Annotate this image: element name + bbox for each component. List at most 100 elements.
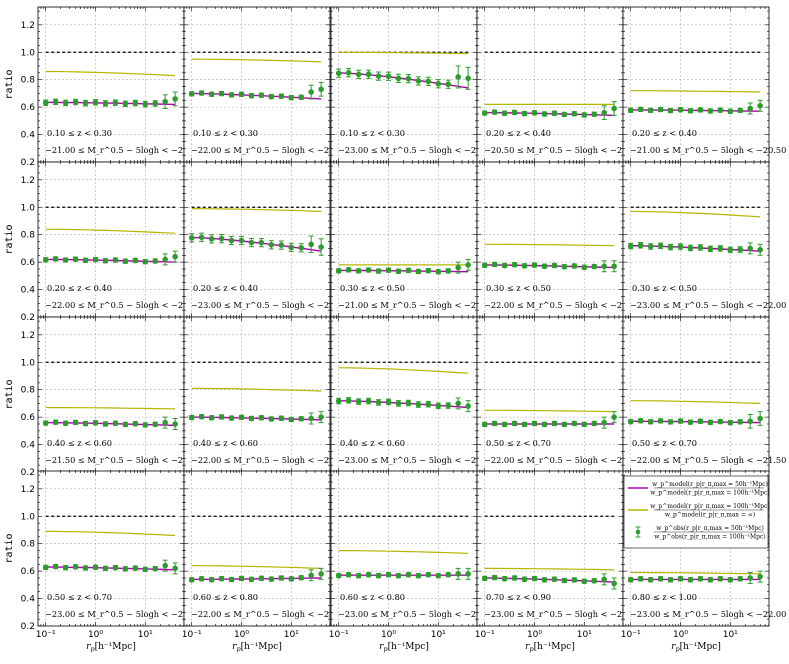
data-point	[611, 411, 617, 424]
data-point	[345, 68, 352, 78]
marker	[355, 398, 362, 405]
data-point	[541, 111, 548, 117]
data-point	[611, 101, 617, 116]
marker	[697, 576, 704, 582]
data-point	[591, 420, 598, 427]
data-point	[571, 110, 578, 117]
data-point	[667, 419, 674, 425]
data-point	[501, 110, 508, 117]
data-point	[667, 243, 674, 251]
data-point	[82, 565, 89, 571]
marker	[62, 100, 69, 106]
marker	[208, 576, 215, 583]
marker	[657, 243, 664, 249]
marker	[581, 264, 588, 270]
marker	[455, 264, 461, 271]
marker	[591, 577, 598, 584]
redshift-label: 0.70 ≤ z < 0.90	[486, 592, 551, 602]
series-line-ratio-100-inf	[484, 409, 615, 413]
panel-background	[477, 471, 623, 626]
marker	[122, 566, 129, 572]
redshift-label: 0.40 ≤ z < 0.60	[193, 438, 258, 448]
data-point	[102, 257, 109, 264]
x-axis-label-sub: p	[383, 645, 388, 653]
marker	[162, 419, 168, 426]
x-tick-label: 10⁰	[88, 630, 103, 640]
magnitude-label: −22.00 ≤ M_r^0.5 − 5logh < −21.00	[484, 300, 640, 310]
data-point	[335, 267, 342, 274]
data-point	[258, 92, 265, 98]
marker	[591, 420, 598, 427]
data-point	[375, 399, 382, 406]
data-point	[42, 99, 49, 106]
y-tick-label: 1.2	[21, 331, 35, 341]
marker	[717, 107, 724, 113]
data-point	[112, 564, 119, 571]
legend-label-denominator: w_p^model(r_p|r_π,max = ∞)	[665, 512, 755, 519]
marker	[445, 268, 452, 274]
data-point	[667, 107, 674, 114]
data-point	[757, 243, 763, 256]
series-line-ratio-100-inf	[45, 406, 176, 410]
marker	[677, 418, 684, 424]
data-point	[541, 576, 548, 583]
data-point	[521, 110, 528, 117]
marker	[345, 397, 352, 404]
marker	[707, 576, 714, 583]
data-point	[102, 565, 109, 572]
marker	[172, 421, 178, 427]
marker	[611, 414, 617, 420]
series-line-ratio-100-inf	[630, 400, 761, 404]
magnitude-label: −23.00 ≤ M_r^0.5 − 5logh < −22.00	[338, 145, 494, 155]
data-point	[481, 575, 488, 582]
marker	[72, 99, 79, 105]
series-line-ratio-100-inf	[338, 51, 469, 55]
x-tick-label: 10⁻¹	[475, 630, 495, 640]
marker	[375, 268, 382, 274]
marker	[72, 256, 79, 262]
data-point	[278, 415, 285, 422]
data-point	[308, 235, 314, 254]
series-line-ratio-100-inf	[45, 70, 176, 77]
marker	[82, 100, 89, 106]
marker	[42, 564, 49, 571]
data-point	[657, 106, 664, 113]
marker	[737, 418, 744, 425]
marker	[335, 572, 342, 579]
data-point	[677, 243, 684, 250]
marker	[727, 419, 734, 426]
data-point	[445, 571, 452, 578]
series-line-ratio-100-inf	[191, 208, 322, 212]
data-point	[112, 257, 119, 263]
y-tick-label: 0.8	[21, 76, 36, 86]
data-point	[188, 414, 195, 421]
marker	[218, 235, 225, 242]
magnitude-label: −23.00 ≤ M_r^0.5 − 5logh < −22.00	[338, 455, 494, 465]
data-point	[355, 572, 362, 579]
marker	[757, 246, 763, 253]
marker	[647, 107, 654, 114]
marker	[375, 73, 382, 79]
data-point	[385, 267, 392, 273]
data-point	[395, 572, 402, 579]
marker	[707, 419, 714, 426]
marker	[491, 420, 498, 427]
marker	[415, 268, 422, 275]
marker	[405, 400, 412, 406]
data-point	[657, 242, 664, 250]
legend-label-denominator: w_p^model(r_p|r_π,max = 100h⁻¹Mpc)	[650, 490, 769, 497]
marker	[42, 99, 49, 106]
marker	[278, 415, 285, 422]
data-point	[268, 576, 275, 582]
data-point	[677, 576, 684, 582]
data-point	[531, 575, 538, 582]
marker	[647, 576, 654, 583]
marker	[355, 71, 362, 78]
marker	[132, 565, 139, 571]
marker	[308, 415, 314, 422]
marker	[445, 402, 452, 409]
data-point	[268, 416, 275, 422]
marker	[248, 576, 255, 583]
data-point	[198, 575, 205, 582]
